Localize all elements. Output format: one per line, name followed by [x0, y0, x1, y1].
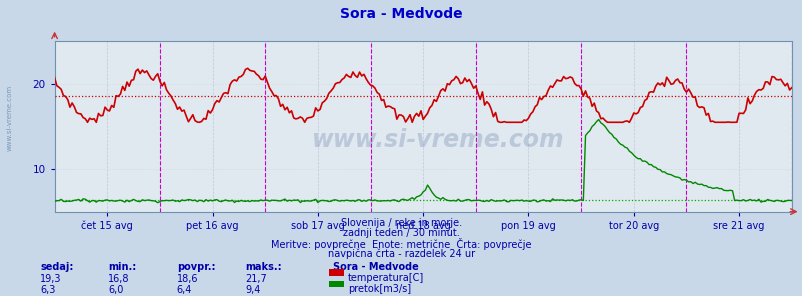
Text: 21,7: 21,7	[245, 274, 266, 284]
Text: sedaj:: sedaj:	[40, 262, 74, 272]
Text: 6,0: 6,0	[108, 285, 124, 295]
Text: Meritve: povprečne  Enote: metrične  Črta: povprečje: Meritve: povprečne Enote: metrične Črta:…	[271, 238, 531, 250]
Text: 6,3: 6,3	[40, 285, 55, 295]
Text: 18,6: 18,6	[176, 274, 198, 284]
Text: Sora - Medvode: Sora - Medvode	[340, 7, 462, 21]
Text: 6,4: 6,4	[176, 285, 192, 295]
Text: min.:: min.:	[108, 262, 136, 272]
Text: pretok[m3/s]: pretok[m3/s]	[347, 284, 411, 294]
Text: 19,3: 19,3	[40, 274, 62, 284]
Text: www.si-vreme.com: www.si-vreme.com	[6, 85, 12, 152]
Text: Slovenija / reke in morje.: Slovenija / reke in morje.	[341, 218, 461, 228]
Text: 16,8: 16,8	[108, 274, 130, 284]
Text: povpr.:: povpr.:	[176, 262, 215, 272]
Text: zadnji teden / 30 minut.: zadnji teden / 30 minut.	[342, 228, 460, 238]
Text: navpična črta - razdelek 24 ur: navpična črta - razdelek 24 ur	[327, 249, 475, 259]
Text: Sora - Medvode: Sora - Medvode	[333, 262, 419, 272]
Text: temperatura[C]: temperatura[C]	[347, 273, 423, 283]
Text: 9,4: 9,4	[245, 285, 260, 295]
Text: maks.:: maks.:	[245, 262, 282, 272]
Text: www.si-vreme.com: www.si-vreme.com	[311, 128, 564, 152]
